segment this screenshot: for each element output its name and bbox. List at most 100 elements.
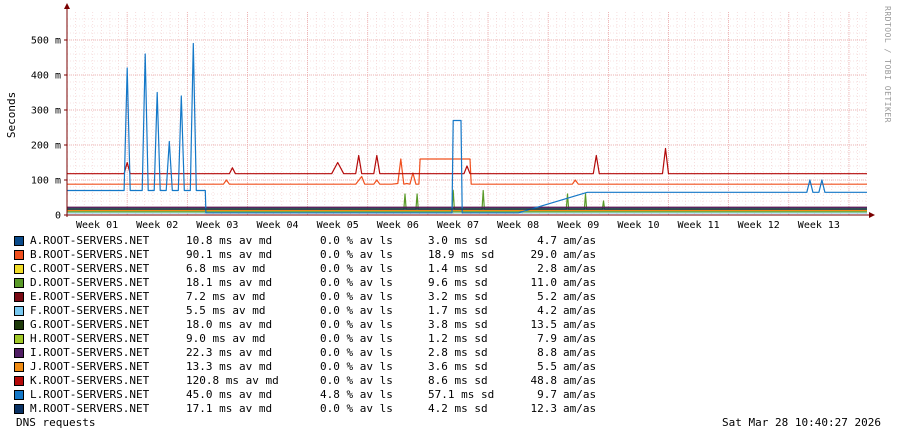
legend-loss: 0.0 % av ls — [320, 234, 393, 247]
y-tick-label: 0 — [55, 211, 61, 222]
legend-max: 29.0 — [530, 248, 558, 261]
legend-swatch — [14, 404, 24, 414]
y-axis-arrow — [64, 3, 70, 9]
series-line-l — [67, 42, 867, 214]
legend-loss: 0.0 % av ls — [320, 262, 393, 275]
legend-avg: 6.8 ms av md — [186, 262, 266, 275]
legend-name: D.ROOT-SERVERS.NET — [30, 276, 150, 289]
legend-sd: 9.6 ms sd — [428, 276, 488, 289]
legend-max: 7.9 — [537, 332, 557, 345]
legend-unit: am/as — [563, 290, 597, 303]
x-tick-label: Week 09 — [557, 220, 599, 231]
legend-avg: 45.0 ms av md — [186, 388, 273, 401]
legend-unit: am/as — [563, 318, 597, 331]
legend-sd: 1.4 ms sd — [428, 262, 488, 275]
legend-name: B.ROOT-SERVERS.NET — [30, 248, 150, 261]
legend-avg: 5.5 ms av md — [186, 304, 266, 317]
legend-sd: 57.1 ms sd — [428, 388, 495, 401]
x-tick-label: Week 03 — [196, 220, 238, 231]
legend-name: J.ROOT-SERVERS.NET — [30, 360, 150, 373]
x-tick-label: Week 05 — [317, 220, 359, 231]
grid — [67, 12, 867, 215]
legend-unit: am/as — [563, 248, 597, 261]
legend-sd: 3.8 ms sd — [428, 318, 488, 331]
x-tick-label: Week 02 — [136, 220, 178, 231]
legend-max: 12.3 — [530, 402, 558, 415]
legend-swatch — [14, 292, 24, 302]
legend-max: 4.7 — [537, 234, 557, 247]
legend-max: 13.5 — [530, 318, 558, 331]
legend-swatch — [14, 306, 24, 316]
legend-loss: 0.0 % av ls — [320, 374, 393, 387]
legend-unit: am/as — [563, 304, 597, 317]
y-axis-label: Seconds — [5, 92, 18, 138]
legend-unit: am/as — [563, 346, 597, 359]
y-tick-label: 400 m — [31, 71, 61, 82]
legend-name: F.ROOT-SERVERS.NET — [30, 304, 150, 317]
axes: 0 100 m 200 m 300 m 400 m 500 m Week 01 Week 02… — [31, 3, 875, 231]
legend-max: 5.2 — [537, 290, 557, 303]
legend-avg: 13.3 ms av md — [186, 360, 273, 373]
series-line-k — [67, 147, 867, 175]
x-tick-label: Week 08 — [497, 220, 539, 231]
x-axis-arrow — [869, 212, 875, 218]
legend-name: H.ROOT-SERVERS.NET — [30, 332, 150, 345]
legend-unit: am/as — [563, 332, 597, 345]
x-tick-label: Week 01 — [76, 220, 118, 231]
legend-swatch — [14, 250, 24, 260]
y-tick-label: 200 m — [31, 141, 61, 152]
x-tick-label: Week 11 — [678, 220, 720, 231]
legend-sd: 1.7 ms sd — [428, 304, 488, 317]
x-tick-label: Week 10 — [617, 220, 659, 231]
legend-sd: 8.6 ms sd — [428, 374, 488, 387]
legend-max: 8.8 — [537, 346, 557, 359]
legend-sd: 3.2 ms sd — [428, 290, 488, 303]
legend-name: L.ROOT-SERVERS.NET — [30, 388, 150, 401]
series-line-b — [67, 158, 867, 185]
legend-name: E.ROOT-SERVERS.NET — [30, 290, 150, 303]
legend-loss: 0.0 % av ls — [320, 402, 393, 415]
legend-swatch — [14, 362, 24, 372]
legend-loss: 0.0 % av ls — [320, 360, 393, 373]
legend-loss: 4.8 % av ls — [320, 388, 393, 401]
legend-max: 4.2 — [537, 304, 557, 317]
legend-swatch — [14, 390, 24, 400]
legend-swatch — [14, 278, 24, 288]
legend-sd: 3.0 ms sd — [428, 234, 488, 247]
legend-avg: 17.1 ms av md — [186, 402, 273, 415]
legend-unit: am/as — [563, 374, 597, 387]
legend-swatch — [14, 334, 24, 344]
legend-avg: 9.0 ms av md — [186, 332, 266, 345]
legend-avg: 18.0 ms av md — [186, 318, 273, 331]
legend-avg: 120.8 ms av md — [186, 374, 279, 387]
legend-swatch — [14, 348, 24, 358]
y-tick-label: 500 m — [31, 36, 61, 47]
legend-unit: am/as — [563, 262, 597, 275]
legend-sd: 3.6 ms sd — [428, 360, 488, 373]
legend-max: 11.0 — [530, 276, 558, 289]
legend-loss: 0.0 % av ls — [320, 346, 393, 359]
legend-avg: 22.3 ms av md — [186, 346, 273, 359]
legend-avg: 10.8 ms av md — [186, 234, 273, 247]
legend-avg: 7.2 ms av md — [186, 290, 266, 303]
legend-max: 48.8 — [530, 374, 558, 387]
legend-loss: 0.0 % av ls — [320, 304, 393, 317]
legend-sd: 18.9 ms sd — [428, 248, 495, 261]
x-tick-label: Week 06 — [377, 220, 419, 231]
legend-name: G.ROOT-SERVERS.NET — [30, 318, 150, 331]
legend-avg: 18.1 ms av md — [186, 276, 273, 289]
y-tick-label: 100 m — [31, 176, 61, 187]
legend-swatch — [14, 320, 24, 330]
legend-loss: 0.0 % av ls — [320, 332, 393, 345]
legend-max: 2.8 — [537, 262, 557, 275]
legend-unit: am/as — [563, 276, 597, 289]
legend-swatch — [14, 236, 24, 246]
x-tick-label: Week 07 — [437, 220, 479, 231]
legend-unit: am/as — [563, 234, 597, 247]
legend-sd: 4.2 ms sd — [428, 402, 488, 415]
y-tick-label: 300 m — [31, 106, 61, 117]
legend-loss: 0.0 % av ls — [320, 318, 393, 331]
legend-name: I.ROOT-SERVERS.NET — [30, 346, 150, 359]
legend-sd: 2.8 ms sd — [428, 346, 488, 359]
series-group — [67, 42, 867, 214]
